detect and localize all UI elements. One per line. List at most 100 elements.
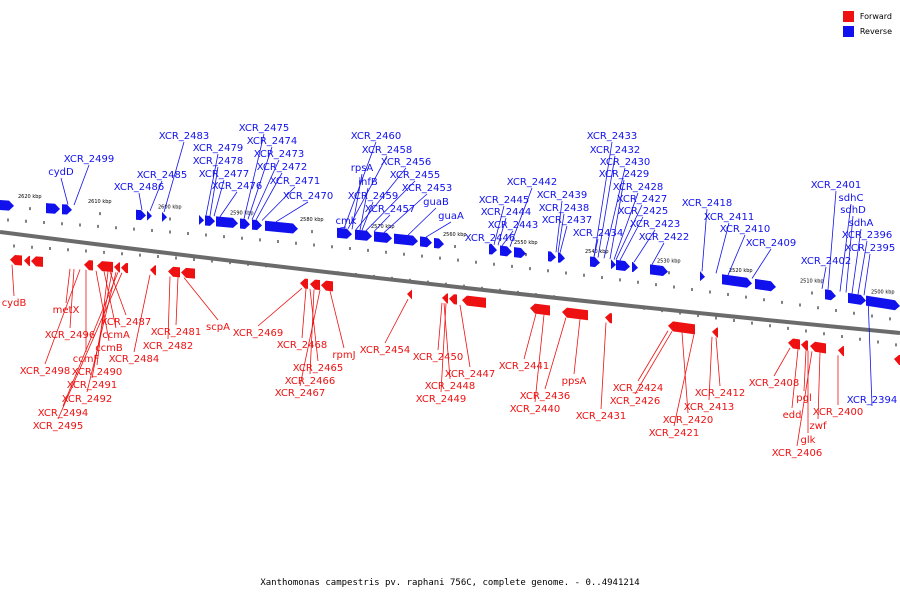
gene-label: XCR_2425	[618, 206, 669, 217]
gene-label: ihfB	[358, 177, 378, 188]
label-leader-line	[247, 146, 273, 220]
label-leader-layer	[11, 133, 873, 447]
genome-caption: Xanthomonas campestris pv. raphani 756C,…	[260, 578, 640, 588]
gene-label: XCR_2442	[507, 177, 558, 188]
label-leader-line	[497, 217, 507, 246]
gene-label: XCR_2498	[20, 366, 71, 377]
label-leader-line	[603, 167, 626, 259]
reverse-gene-arrow	[848, 292, 866, 305]
label-leader-line	[205, 153, 219, 216]
scale-tick-label: 2600 kbp	[158, 205, 182, 211]
scale-tick-label: 2610 kbp	[88, 199, 112, 205]
forward-gene-arrow	[84, 260, 93, 271]
gene-label: XCR_2457	[365, 204, 416, 215]
label-leader-line	[149, 180, 163, 212]
reverse-gene-arrow	[46, 203, 60, 214]
gene-label: XCR_2459	[348, 191, 399, 202]
gene-label: XCR_2424	[613, 383, 664, 394]
reverse-gene-arrow	[825, 289, 836, 301]
label-leader-line	[69, 269, 75, 329]
gene-label: XCR_2450	[413, 352, 464, 363]
label-leader-line	[796, 351, 813, 447]
label-leader-line	[857, 240, 868, 295]
forward-gene-arrow	[10, 254, 22, 266]
gene-label: XCR_2477	[199, 169, 250, 180]
reverse-gene-arrow	[394, 233, 418, 246]
label-leader-line	[708, 336, 713, 401]
gene-label: XCR_2444	[481, 207, 532, 218]
label-leader-line	[109, 271, 127, 316]
forward-gene-arrow	[530, 303, 550, 316]
forward-gene-arrow	[562, 307, 588, 321]
gene-label: sdhA	[849, 218, 874, 229]
label-leader-line	[557, 213, 565, 253]
label-leader-line	[361, 201, 374, 231]
gene-label: cmk	[335, 216, 356, 227]
gene-label-layer: XCR_2499cydDXCR_2486XCR_2485XCR_2483XCR_…	[2, 123, 898, 459]
reverse-gene-arrow	[866, 295, 900, 311]
gene-label: scpA	[206, 322, 230, 333]
gene-label: ccmB	[95, 343, 123, 354]
label-leader-line	[213, 179, 225, 217]
forward-gene-arrow	[121, 262, 128, 274]
scale-tick-label: 2620 kbp	[18, 194, 42, 200]
scale-tick-label: 2560 kbp	[443, 232, 467, 238]
gene-label: XCR_2483	[159, 131, 210, 142]
label-leader-line	[501, 230, 514, 246]
forward-gene-arrow	[321, 280, 333, 292]
label-leader-line	[275, 201, 309, 223]
gene-label: XCR_2468	[277, 340, 328, 351]
gene-label: XCR_2476	[212, 181, 263, 192]
forward-gene-arrow	[300, 278, 308, 289]
label-leader-line	[138, 192, 143, 211]
label-leader-line	[351, 173, 363, 230]
forward-gene-arrow	[668, 321, 695, 335]
label-leader-line	[637, 330, 669, 382]
gene-label: XCR_2484	[109, 354, 160, 365]
reverse-gene-arrow	[147, 210, 152, 221]
label-leader-line	[615, 204, 643, 261]
gene-label: XCR_2472	[257, 162, 308, 173]
label-leader-line	[243, 133, 265, 219]
gene-label: ccmA	[102, 330, 130, 341]
reverse-gene-arrow	[216, 216, 238, 228]
gene-label: XCR_2479	[193, 143, 244, 154]
gene-label: XCR_2420	[663, 415, 714, 426]
forward-gene-arrow	[97, 261, 113, 272]
gene-label: XCR_2406	[772, 448, 823, 459]
label-leader-line	[827, 190, 837, 290]
label-leader-line	[309, 289, 315, 375]
gene-label: XCR_2400	[813, 407, 864, 418]
gene-label: XCR_2418	[682, 198, 733, 209]
label-leader-line	[209, 166, 219, 216]
legend-item-reverse: Reverse	[842, 24, 892, 39]
gene-label: XCR_2478	[193, 156, 244, 167]
reverse-gene-arrow	[590, 256, 600, 268]
label-leader-line	[634, 331, 673, 395]
label-leader-line	[355, 167, 407, 230]
gene-label: XCR_2448	[425, 381, 476, 392]
gene-label: XCR_2413	[684, 402, 735, 413]
reverse-gene-arrow	[252, 219, 262, 231]
label-leader-line	[425, 221, 452, 238]
label-leader-line	[489, 243, 493, 245]
reverse-gene-arrow	[434, 237, 444, 249]
label-leader-line	[373, 214, 391, 232]
label-leader-line	[633, 229, 656, 263]
legend-label: Forward	[859, 12, 892, 21]
label-leader-line	[727, 234, 746, 276]
forward-gene-arrow	[449, 294, 457, 305]
gene-label: XCR_2467	[275, 388, 326, 399]
reverse-gene-arrow	[62, 204, 72, 215]
label-leader-line	[851, 228, 862, 294]
reverse-gene-arrow	[558, 252, 565, 263]
label-leader-line	[573, 319, 581, 375]
label-leader-line	[544, 317, 567, 390]
forward-gene-arrow	[605, 313, 612, 324]
scale-tick-label: 2520 kbp	[729, 268, 753, 274]
label-leader-line	[167, 276, 171, 340]
gene-label: XCR_2426	[610, 396, 661, 407]
label-leader-line	[11, 264, 15, 297]
forward-gene-arrow	[810, 341, 826, 354]
gene-label: metX	[53, 305, 80, 316]
